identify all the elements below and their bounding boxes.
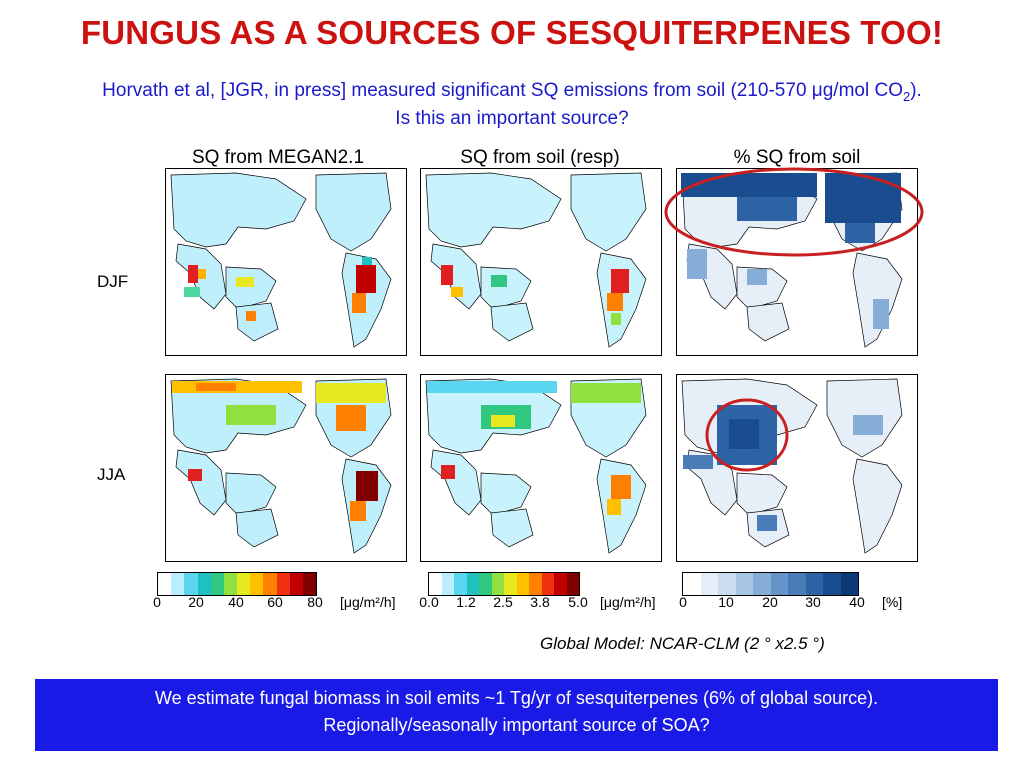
colorbar-segment: [479, 573, 492, 595]
column-title-soil: SQ from soil (resp): [460, 147, 620, 168]
colorbar-segment: [441, 573, 454, 595]
colorbar-percent-tick: 0: [679, 594, 687, 610]
summary-box: We estimate fungal biomass in soil emits…: [35, 679, 998, 751]
colorbar-soil: [428, 572, 580, 596]
colorbar-segment: [735, 573, 753, 595]
colorbar-segment: [263, 573, 277, 595]
map-panel-soil-jja: [420, 374, 662, 562]
colorbar-megan-tick: 60: [267, 594, 283, 610]
colorbar-segment: [788, 573, 806, 595]
highlight-ellipse-asia: [705, 398, 789, 472]
colorbar-segment: [302, 573, 316, 595]
colorbar-segment: [529, 573, 542, 595]
row-label-jja: JJA: [97, 465, 126, 484]
colorbar-soil-unit: [μg/m²/h]: [600, 594, 656, 610]
colorbar-megan: [157, 572, 317, 596]
colorbar-segment: [184, 573, 198, 595]
map-panel-percent-djf: [676, 168, 918, 356]
summary-line-1: We estimate fungal biomass in soil emits…: [154, 688, 879, 708]
map-panel-percent-jja: [676, 374, 918, 562]
colorbar-segment: [250, 573, 264, 595]
colorbar-segment: [566, 573, 579, 595]
colorbar-segment: [805, 573, 823, 595]
colorbar-segment: [554, 573, 567, 595]
map-panel-megan-jja: [165, 374, 407, 562]
colorbar-segment: [683, 573, 701, 595]
colorbar-soil-tick: 3.8: [530, 594, 550, 610]
colorbar-segment: [210, 573, 224, 595]
slide-title: FUNGUS AS A SOURCES OF SESQUITERPENES TO…: [80, 14, 944, 51]
row-label-djf: DJF: [97, 272, 129, 291]
map-panel-soil-djf: [420, 168, 662, 356]
colorbar-segment: [237, 573, 251, 595]
colorbar-megan-tick: 40: [228, 594, 244, 610]
colorbar-segment: [770, 573, 788, 595]
colorbar-segment: [504, 573, 517, 595]
colorbar-segment: [541, 573, 554, 595]
summary-line-2: Regionally/seasonally important source o…: [323, 715, 710, 735]
model-caption: Global Model: NCAR-CLM (2 ° x2.5 °): [540, 634, 825, 653]
colorbar-segment: [289, 573, 303, 595]
subtitle-end: ).: [910, 80, 922, 101]
colorbar-megan-tick: 80: [307, 594, 323, 610]
subtitle-text: Horvath et al, [JGR, in press] measured …: [102, 80, 903, 101]
map-panel-megan-djf: [165, 168, 407, 356]
colorbar-segment: [823, 573, 841, 595]
colorbar-segment: [197, 573, 211, 595]
colorbar-segment: [718, 573, 736, 595]
colorbar-megan-tick: 0: [153, 594, 161, 610]
column-title-megan: SQ from MEGAN2.1: [191, 147, 365, 168]
column-title-percent: % SQ from soil: [733, 147, 861, 168]
colorbar-megan-tick: 20: [188, 594, 204, 610]
colorbar-segment: [276, 573, 290, 595]
subtitle-line-1: Horvath et al, [JGR, in press] measured …: [0, 80, 1024, 104]
colorbar-soil-tick: 5.0: [568, 594, 588, 610]
colorbar-percent-tick: 40: [849, 594, 865, 610]
colorbar-soil-tick: 1.2: [456, 594, 476, 610]
colorbar-segment: [753, 573, 771, 595]
subtitle-line-2: Is this an important source?: [395, 108, 629, 129]
colorbar-percent-tick: 30: [805, 594, 821, 610]
subtitle-subscript: 2: [902, 88, 911, 104]
colorbar-segment: [429, 573, 442, 595]
colorbar-segment: [171, 573, 185, 595]
colorbar-segment: [840, 573, 858, 595]
colorbar-percent-tick: 10: [718, 594, 734, 610]
colorbar-segment: [223, 573, 238, 595]
colorbar-percent-tick: 20: [762, 594, 778, 610]
colorbar-soil-tick: 0.0: [419, 594, 439, 610]
colorbar-segment: [491, 573, 504, 595]
colorbar-segment: [516, 573, 529, 595]
colorbar-segment: [466, 573, 479, 595]
colorbar-soil-tick: 2.5: [493, 594, 513, 610]
colorbar-percent-unit: [%]: [882, 594, 903, 610]
colorbar-segment: [158, 573, 172, 595]
highlight-ellipse-north: [664, 167, 924, 257]
colorbar-percent: [682, 572, 859, 596]
colorbar-segment: [700, 573, 718, 595]
colorbar-segment: [454, 573, 467, 595]
colorbar-megan-unit: [μg/m²/h]: [340, 594, 396, 610]
